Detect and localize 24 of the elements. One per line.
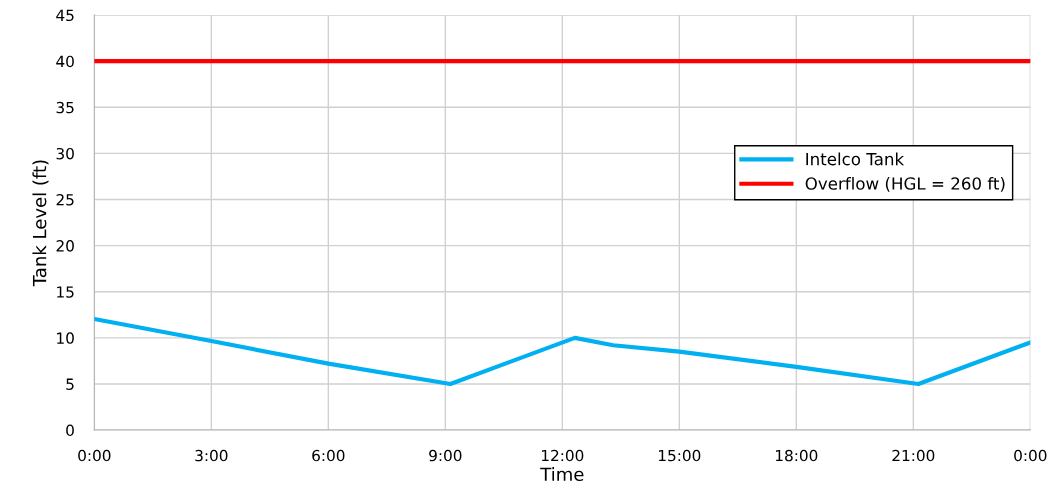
x-tick-label: 9:00: [429, 449, 462, 462]
x-tick-label: 0:00: [1014, 449, 1047, 462]
x-tick-label: 6:00: [312, 449, 345, 462]
x-tick-label: 12:00: [541, 449, 584, 462]
x-tick-label: 18:00: [775, 449, 818, 462]
x-axis-title: Time: [540, 467, 584, 482]
legend-label: Intelco Tank: [806, 152, 905, 166]
legend-label: Overflow (HGL = 260 ft): [805, 176, 1005, 192]
y-tick-label: 10: [57, 332, 74, 344]
y-tick-label: 30: [56, 147, 74, 160]
y-tick-label: 45: [56, 9, 74, 22]
x-tick-label: 3:00: [195, 449, 228, 462]
y-tick-label: 5: [66, 378, 74, 390]
y-tick-label: 0: [66, 424, 74, 437]
y-tick-label: 25: [56, 193, 74, 206]
line-series: [94, 316, 1031, 387]
y-tick-label: 20: [56, 240, 74, 252]
y-axis-title: Tank Level (ft): [32, 160, 49, 287]
x-tick-label: 21:00: [892, 449, 935, 462]
x-tick-label: 0:00: [78, 449, 111, 462]
x-tick-label: 15:00: [658, 449, 701, 462]
y-tick-label: 15: [57, 286, 74, 298]
y-tick-label: 35: [56, 101, 74, 114]
y-tick-label: 40: [56, 55, 74, 68]
